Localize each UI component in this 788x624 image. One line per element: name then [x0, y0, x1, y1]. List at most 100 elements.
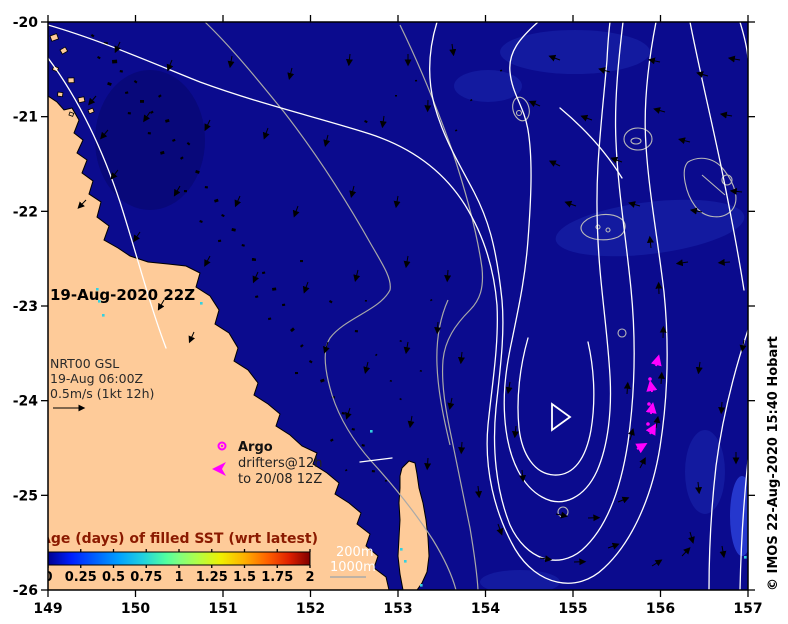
current-vector: [434, 321, 442, 335]
island-speck: [97, 55, 101, 60]
colorbar-tick-label: 0.25: [65, 570, 97, 585]
island-speck: [133, 80, 138, 84]
reef-outline: [721, 174, 733, 186]
axes: 149 150 151 152 153 154 155 156 157 -20 -21 -22 -23 -…: [13, 15, 763, 617]
current-vector: [653, 107, 666, 114]
current-vector: [657, 371, 665, 385]
reef-outline: [580, 213, 626, 241]
island-speck: [183, 190, 187, 193]
shallow-water-speck: [96, 288, 99, 291]
current-vector: [227, 55, 235, 69]
current-vector: [353, 269, 361, 282]
current-vector: [548, 54, 561, 62]
island-speck: [371, 469, 375, 473]
current-vector: [403, 341, 411, 355]
current-vector: [580, 114, 593, 122]
colorbar-title: Age (days) of filled SST (wrt latest): [40, 531, 318, 547]
x-tick-label: 153: [383, 601, 412, 617]
drifters-until-label: to 20/08 12Z: [238, 472, 322, 487]
current-vector: [628, 428, 635, 441]
current-vector: [695, 481, 703, 495]
island-speck: [158, 94, 162, 98]
colorbar-tick-label: 1.5: [233, 570, 256, 585]
reef-outline: [701, 174, 726, 196]
drifter-dot: [648, 377, 652, 381]
sst-patch: [685, 430, 725, 514]
island-speck: [341, 412, 345, 415]
island-speck: [221, 213, 225, 218]
sst-patch: [500, 30, 650, 74]
island-speck: [140, 100, 144, 103]
current-vector: [555, 511, 569, 519]
current-vector: [739, 339, 747, 353]
island-speck: [231, 228, 236, 232]
ssh-contour: [739, 459, 748, 590]
current-vector: [653, 415, 661, 429]
current-vector: [449, 43, 457, 57]
island-speck: [300, 260, 303, 263]
current-vector: [727, 55, 741, 63]
colorbar-tick-label: 0: [43, 570, 52, 585]
current-vector: [444, 269, 452, 283]
ssh-contour: [517, 337, 595, 476]
land-island-speck: [56, 91, 64, 98]
current-vector: [719, 111, 733, 119]
island-speck: [399, 397, 402, 401]
current-vector: [458, 441, 466, 455]
island-speck: [345, 469, 348, 472]
map-area: 19-Aug-2020 22Z NRT00 GSL 19-Aug 06:00Z …: [40, 22, 748, 590]
ssh-contours: [48, 22, 748, 590]
reef-outline: [605, 227, 611, 233]
drifter-arrow: [645, 423, 657, 436]
current-vector: [204, 119, 211, 132]
drifter-dot: [647, 402, 651, 406]
current-vector: [598, 67, 611, 74]
island-speck: [164, 118, 170, 123]
current-vectors: [77, 41, 747, 567]
sst-patch: [730, 476, 748, 556]
island-speck: [389, 380, 392, 382]
island-speck: [119, 70, 123, 73]
ssh-contour: [429, 22, 635, 561]
island-speck: [241, 244, 245, 247]
y-tick-label: -21: [13, 110, 38, 126]
current-vector: [505, 381, 513, 395]
shallow-water-speck: [98, 300, 101, 303]
current-vector: [651, 559, 663, 567]
current-vector: [628, 201, 641, 208]
island-speck: [455, 129, 458, 132]
current-vector: [447, 397, 455, 411]
island-speck: [320, 378, 325, 383]
reef-outline: [617, 328, 627, 338]
model-name: NRT00 GSL: [50, 356, 119, 371]
colorbar-tick-label: 1.75: [261, 570, 293, 585]
argo-float-icon-dot: [220, 444, 224, 448]
current-vector: [110, 169, 119, 180]
island-speck: [195, 170, 200, 174]
eddy-triangle-marker: [551, 402, 572, 432]
island-speck: [419, 370, 422, 372]
drifter-arrow: [645, 402, 657, 415]
ssh-contour: [48, 57, 167, 349]
current-vector: [475, 485, 483, 499]
island-speck: [375, 353, 378, 357]
island-speck: [295, 371, 299, 375]
current-vector: [539, 555, 553, 563]
current-vector: [617, 496, 630, 504]
current-vector: [323, 341, 330, 354]
current-vector: [345, 407, 352, 420]
current-vector: [646, 235, 654, 249]
argo-legend: Argo drifters@12h to 20/08 12Z: [212, 440, 323, 487]
depth-legend: 200m 1000m: [330, 545, 376, 578]
island-speck: [361, 444, 365, 447]
mainland-coast: [48, 95, 390, 590]
drifter-track: [635, 354, 662, 454]
current-vector: [188, 331, 196, 344]
current-vector: [393, 195, 401, 209]
x-tick-label: 149: [33, 601, 62, 617]
island-speck: [255, 295, 259, 299]
sst-patch: [95, 70, 205, 210]
drifter-arrow: [650, 354, 662, 367]
